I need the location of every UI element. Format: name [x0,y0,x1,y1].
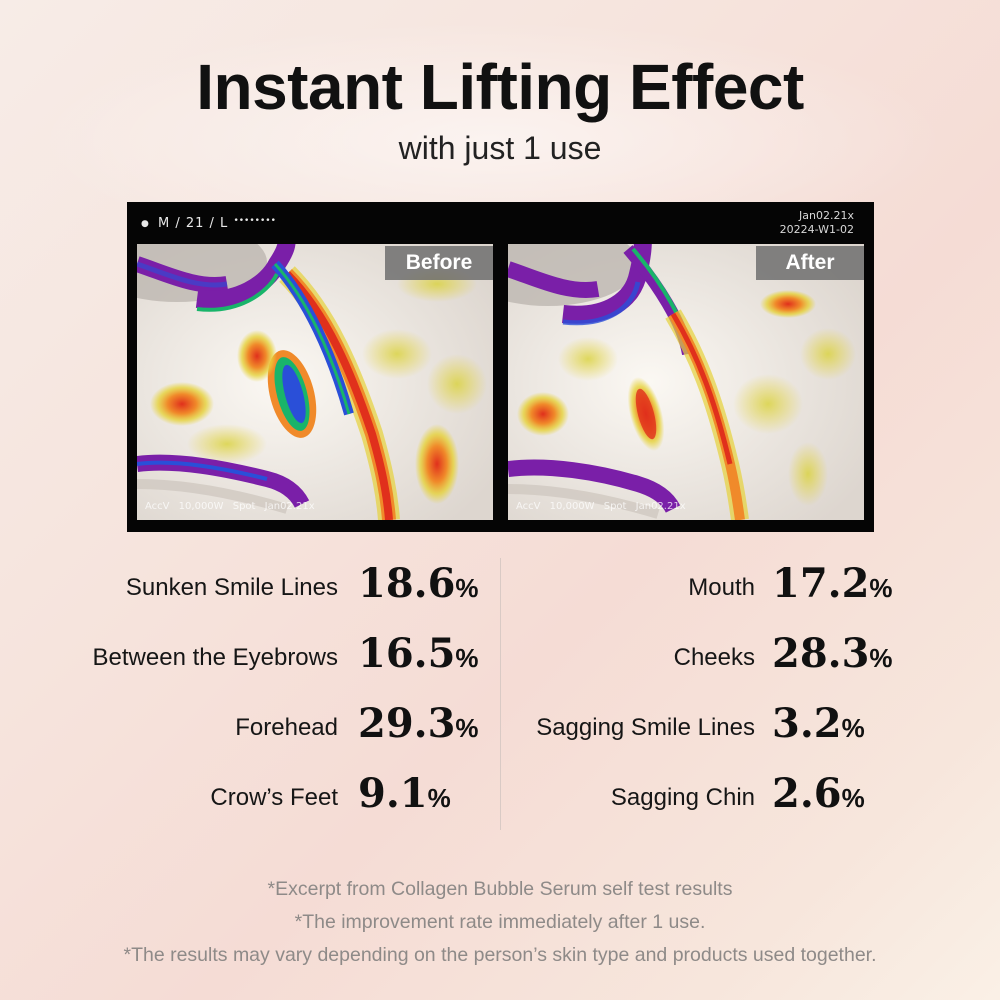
stat-row: Between the Eyebrows 16.5% [0,630,500,690]
stat-label: Mouth [688,574,755,601]
stat-unit: % [455,713,479,743]
scan-meta-left: ● M / 21 / L •••••••• [141,216,276,231]
before-caption: AccV 10,000W Spot Jan02.21x [145,501,315,512]
stat-unit: % [869,573,893,603]
stat-value: 3.2% [772,700,865,747]
stat-number: 29.3 [358,700,456,747]
footnotes: *Excerpt from Collagen Bubble Serum self… [0,873,1000,972]
stat-number: 17.2 [772,560,870,607]
stat-row: Sagging Smile Lines 3.2% [500,700,1000,760]
page-title: Instant Lifting Effect [196,51,804,123]
before-scan-image: Before AccV 10,000W Spot Jan02.21x [137,244,493,520]
scan-meta-right: Jan02.21x 20224-W1-02 [780,209,854,237]
footnote: *The improvement rate immediately after … [294,911,706,933]
stat-unit: % [841,783,865,813]
stat-label: Crow’s Feet [210,784,338,811]
stat-row: Cheeks 28.3% [500,630,1000,690]
stat-label: Between the Eyebrows [92,644,338,671]
before-label: Before [385,246,493,280]
after-caption: AccV 10,000W Spot Jan02.21x [516,501,686,512]
stat-value: 9.1% [358,770,451,817]
stat-row: Crow’s Feet 9.1% [0,770,500,830]
after-heatmap-graphic [508,244,864,520]
scan-meta-text: M / 21 / L [158,216,229,231]
stat-value: 2.6% [772,770,865,817]
stat-unit: % [455,643,479,673]
stat-label: Sagging Smile Lines [536,714,755,741]
stat-label: Sagging Chin [610,784,755,811]
stat-number: 3.2 [772,700,842,747]
stat-number: 16.5 [358,630,456,677]
stat-value: 28.3% [772,630,893,677]
before-heatmap-graphic [137,244,493,520]
stat-number: 2.6 [772,770,842,817]
bullet-icon: ● [141,218,150,229]
stat-row: Sunken Smile Lines 18.6% [0,560,500,620]
footnote: *The results may vary depending on the p… [123,944,877,966]
skin-scan-panel: ● M / 21 / L •••••••• Jan02.21x 20224-W1… [127,202,874,532]
stat-unit: % [869,643,893,673]
scan-id: 20224-W1-02 [779,223,854,236]
stat-row: Sagging Chin 2.6% [500,770,1000,830]
stat-number: 28.3 [772,630,870,677]
stats-divider [500,558,501,830]
after-label: After [756,246,864,280]
stat-row: Mouth 17.2% [500,560,1000,620]
scan-meta-dots: •••••••• [233,216,276,226]
stat-label: Forehead [235,714,338,741]
stat-value: 17.2% [772,560,893,607]
stat-row: Forehead 29.3% [0,700,500,760]
stat-unit: % [841,713,865,743]
stat-number: 9.1 [358,770,428,817]
stat-number: 18.6 [358,560,456,607]
stat-value: 18.6% [358,560,479,607]
stat-label: Cheeks [673,644,755,671]
footnote: *Excerpt from Collagen Bubble Serum self… [267,878,733,900]
after-scan-image: After AccV 10,000W Spot Jan02.21x [508,244,864,520]
stat-value: 29.3% [358,700,479,747]
stat-label: Sunken Smile Lines [125,574,338,601]
stat-value: 16.5% [358,630,479,677]
stat-unit: % [455,573,479,603]
page-subtitle: with just 1 use [398,130,602,166]
stat-unit: % [427,783,451,813]
scan-date: Jan02.21x [799,209,854,222]
